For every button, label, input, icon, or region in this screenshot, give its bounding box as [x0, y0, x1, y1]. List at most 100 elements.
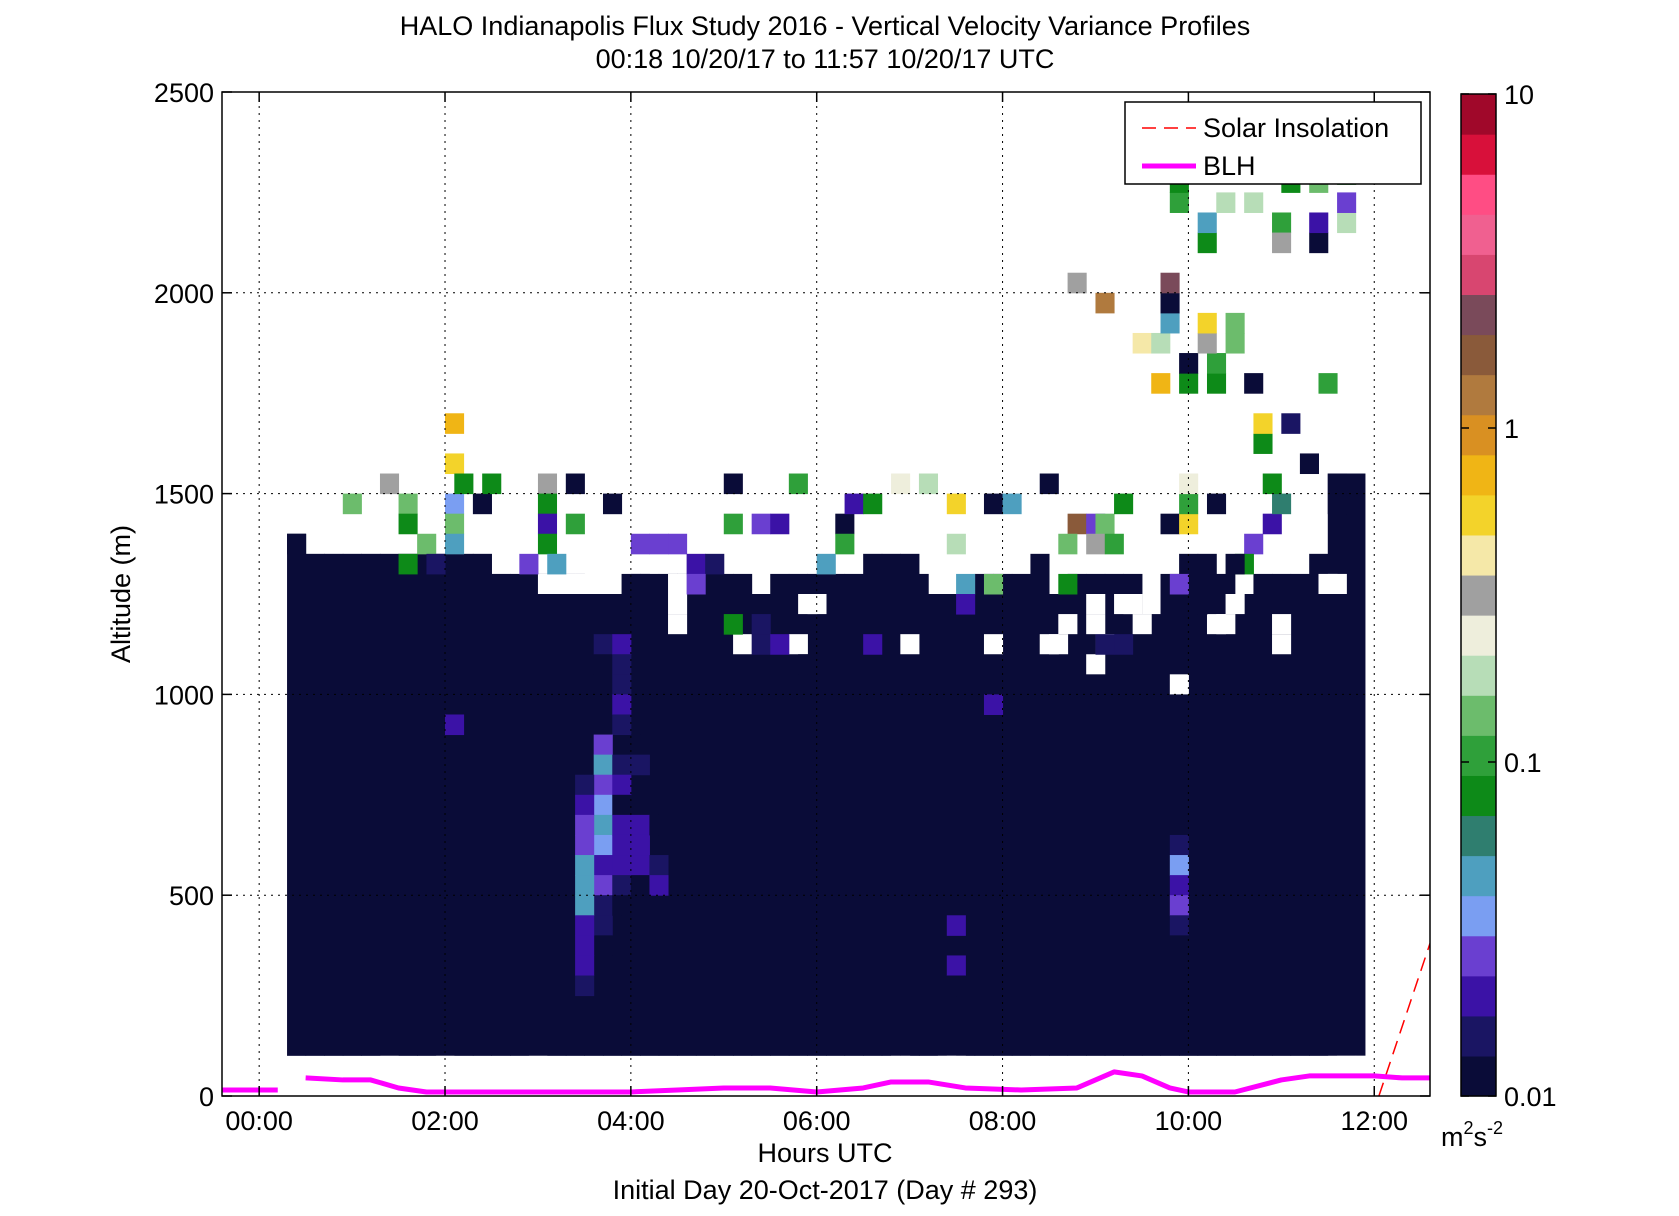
colorbar-segment	[1461, 494, 1496, 536]
heatmap-cell	[593, 654, 613, 675]
heatmap-column	[844, 573, 864, 1056]
heatmap-cell	[1169, 895, 1189, 916]
heatmap-cell	[909, 573, 929, 595]
x-tick-label: 10:00	[1155, 1106, 1223, 1136]
heatmap-cell	[891, 473, 911, 495]
heatmap-gap	[668, 614, 688, 635]
y-tick-label: 2000	[154, 279, 214, 309]
heatmap-cell	[1169, 935, 1189, 956]
colorbar-segment	[1461, 534, 1496, 576]
heatmap-cell	[612, 754, 632, 776]
colorbar-gradient	[1461, 94, 1496, 1097]
colorbar-tick-label: 1	[1504, 414, 1519, 444]
colorbar-segment	[1461, 695, 1496, 736]
heatmap-cell	[287, 533, 307, 555]
heatmap-cell	[1169, 573, 1189, 595]
heatmap-cell	[398, 513, 418, 535]
heatmap-gap	[733, 634, 753, 655]
colorbar-segment	[1461, 935, 1496, 977]
heatmap-cell	[1216, 192, 1236, 213]
x-tick-label: 12:00	[1340, 1106, 1408, 1136]
heatmap-cell	[686, 553, 706, 575]
colorbar-segment	[1461, 574, 1496, 616]
heatmap-gap	[575, 573, 595, 594]
chart-title: HALO Indianapolis Flux Study 2016 - Vert…	[400, 11, 1250, 41]
heatmap-cell	[1244, 192, 1264, 213]
heatmap-cell	[1114, 493, 1134, 515]
heatmap-cell	[482, 473, 502, 495]
heatmap-cell	[445, 453, 465, 475]
heatmap-gap	[1086, 654, 1106, 675]
chart-subtitle: 00:18 10/20/17 to 11:57 10/20/17 UTC	[596, 44, 1055, 74]
heatmap-cell	[770, 634, 790, 655]
heatmap-cell	[1058, 533, 1078, 555]
heatmap-cell	[1225, 553, 1245, 575]
heatmap-cell	[1253, 433, 1273, 454]
heatmap-cell	[612, 694, 632, 715]
heatmap-cell	[1318, 373, 1338, 394]
heatmap-gap	[1086, 614, 1106, 635]
heatmap-cell	[575, 975, 595, 997]
heatmap-cell	[612, 634, 632, 655]
heatmap-cell	[946, 915, 966, 936]
heatmap-gap	[1272, 634, 1292, 655]
heatmap-cell	[983, 694, 1004, 715]
heatmap-cell	[575, 834, 595, 856]
heatmap-cell	[835, 533, 855, 555]
heatmap-column	[454, 553, 474, 1056]
heatmap-cell	[575, 774, 595, 796]
heatmap-cell	[1095, 513, 1115, 535]
heatmap-column	[1123, 573, 1143, 1056]
heatmap-cell	[630, 734, 650, 756]
y-tick-label: 1000	[154, 680, 214, 710]
heatmap-column	[937, 594, 957, 1056]
heatmap-cell	[1337, 192, 1357, 213]
heatmap-cell	[445, 714, 465, 736]
heatmap-column	[1346, 473, 1366, 1056]
y-tick-label: 2500	[154, 78, 214, 108]
heatmap-cell	[956, 594, 976, 615]
colorbar-segment	[1461, 655, 1496, 696]
heatmap-cell	[537, 473, 558, 495]
heatmap-cell	[1244, 373, 1264, 394]
colorbar-segment	[1461, 174, 1496, 215]
heatmap-cell	[816, 553, 836, 575]
heatmap-cell	[1002, 493, 1022, 515]
heatmap-cell	[1225, 332, 1245, 354]
x-tick-label: 04:00	[597, 1106, 665, 1136]
heatmap-cell	[519, 553, 539, 575]
heatmap-cell	[547, 553, 567, 575]
heatmap-cell	[649, 855, 669, 876]
heatmap-column	[1197, 553, 1217, 1056]
heatmap-cell	[593, 794, 613, 816]
heatmap-cell	[1160, 312, 1180, 334]
heatmap-gap	[788, 634, 808, 655]
heatmap-cell	[1299, 453, 1319, 475]
x-tick-label: 02:00	[411, 1106, 479, 1136]
colorbar-tick-label: 0.01	[1504, 1082, 1557, 1112]
heatmap-column	[361, 553, 381, 1056]
heatmap-cell	[445, 533, 465, 555]
colorbar-segment	[1461, 454, 1496, 496]
heatmap-cell	[1272, 212, 1292, 234]
heatmap-column	[900, 553, 920, 1056]
heatmap-cell	[1039, 473, 1059, 495]
heatmap-cell	[1309, 212, 1329, 234]
heatmap-gap	[1272, 614, 1292, 635]
colorbar-segment	[1461, 254, 1496, 295]
heatmap-column	[1179, 553, 1199, 1056]
heatmap-cell	[1179, 473, 1199, 495]
heatmap-gap	[1216, 614, 1236, 635]
heatmap-cell	[1169, 855, 1189, 876]
heatmap-column	[1216, 573, 1236, 1056]
heatmap-cell	[946, 533, 966, 555]
heatmap-cell	[1206, 373, 1227, 394]
heatmap-cell	[565, 473, 585, 495]
heatmap-gap	[1327, 573, 1347, 594]
heatmap-cell	[946, 895, 966, 916]
heatmap-column	[305, 553, 325, 1056]
heatmap-cell	[1179, 493, 1199, 515]
colorbar-segment	[1461, 1015, 1496, 1057]
heatmap-cell	[1067, 272, 1087, 294]
